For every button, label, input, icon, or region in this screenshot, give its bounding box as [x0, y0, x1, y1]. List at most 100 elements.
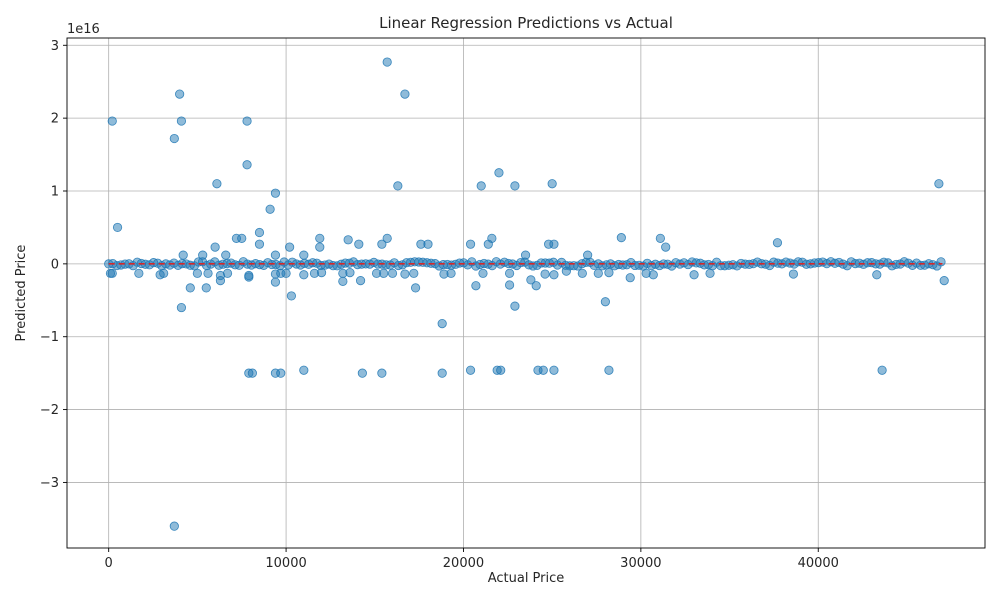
data-point: [175, 89, 185, 99]
data-point: [198, 250, 208, 260]
y-offset-label: 1e16: [67, 22, 100, 37]
data-point: [357, 368, 367, 378]
data-point: [178, 250, 188, 260]
data-point: [315, 233, 325, 243]
data-point: [538, 365, 548, 375]
data-point: [299, 365, 309, 375]
data-point: [203, 268, 213, 278]
data-point: [338, 276, 348, 286]
data-point: [478, 268, 488, 278]
data-point: [254, 239, 265, 249]
data-point: [377, 239, 387, 249]
data-point: [270, 277, 281, 287]
data-point: [382, 233, 392, 243]
data-point: [465, 365, 476, 375]
data-point: [169, 521, 179, 531]
data-point: [387, 268, 398, 278]
data-point: [169, 133, 179, 144]
data-point: [496, 365, 506, 375]
data-point: [936, 257, 946, 267]
data-point: [526, 275, 536, 285]
y-tick-label: 0: [51, 257, 59, 272]
data-point: [281, 268, 291, 278]
y-tick-label: 1: [51, 185, 59, 200]
data-point: [577, 268, 587, 278]
data-point: [540, 269, 550, 279]
data-point: [354, 239, 364, 249]
data-point: [625, 273, 635, 283]
data-point: [446, 268, 456, 278]
data-point: [221, 250, 231, 260]
data-point: [604, 267, 614, 278]
data-point: [788, 269, 799, 279]
data-point: [316, 267, 327, 278]
data-point: [192, 268, 202, 278]
data-point: [400, 89, 410, 99]
data-point: [510, 301, 520, 311]
x-tick-label: 30000: [620, 556, 661, 571]
data-point: [593, 268, 603, 278]
data-point: [531, 281, 541, 291]
axis-ticks: 0 10000 20000 30000 40000 −3 −2 −1 0 1 2 3: [40, 39, 839, 571]
data-point: [176, 302, 187, 313]
data-point: [355, 276, 366, 286]
data-point: [547, 179, 557, 189]
data-point: [242, 160, 252, 170]
data-point: [107, 268, 117, 278]
data-point: [265, 204, 275, 214]
data-point: [689, 270, 699, 280]
y-tick-label: −1: [40, 330, 59, 345]
data-point: [254, 227, 265, 238]
data-point: [379, 268, 389, 278]
data-point: [400, 269, 410, 279]
data-point: [231, 233, 242, 243]
data-point: [604, 365, 614, 375]
data-point: [107, 116, 117, 126]
chart-title: Linear Regression Predictions vs Actual: [379, 14, 673, 32]
data-point: [185, 283, 195, 293]
data-point: [276, 368, 286, 378]
data-point: [286, 291, 296, 301]
data-point: [299, 270, 309, 280]
data-point: [772, 238, 783, 248]
data-point: [661, 242, 671, 252]
x-axis-title: Actual Price: [488, 571, 565, 586]
data-point: [382, 57, 392, 67]
data-point: [504, 268, 515, 278]
x-tick-label: 0: [105, 556, 113, 571]
data-point: [299, 250, 309, 260]
data-point: [393, 181, 403, 191]
data-point: [465, 239, 476, 249]
plot-frame: [66, 37, 986, 549]
y-tick-label: 2: [51, 112, 59, 127]
data-point: [270, 188, 281, 198]
data-point: [210, 242, 220, 252]
data-point: [504, 280, 515, 290]
data-point: [494, 168, 504, 178]
data-point: [247, 368, 257, 378]
data-point: [648, 270, 658, 280]
data-point: [244, 272, 254, 282]
data-point: [215, 276, 226, 286]
data-point: [549, 270, 559, 280]
data-point: [242, 116, 252, 126]
data-point: [520, 250, 531, 260]
data-point: [377, 368, 387, 378]
data-point: [655, 233, 665, 243]
data-point: [285, 242, 295, 252]
data-point: [872, 270, 882, 280]
data-point: [222, 268, 233, 278]
y-tick-label: −3: [40, 476, 59, 491]
data-point: [410, 283, 421, 293]
data-point: [561, 266, 571, 276]
data-point: [476, 181, 486, 191]
data-point: [315, 242, 325, 252]
data-point: [600, 297, 610, 307]
data-point: [270, 250, 281, 260]
x-tick-label: 20000: [443, 556, 484, 571]
data-point: [583, 250, 593, 260]
data-point: [343, 235, 353, 245]
data-point: [510, 181, 520, 191]
